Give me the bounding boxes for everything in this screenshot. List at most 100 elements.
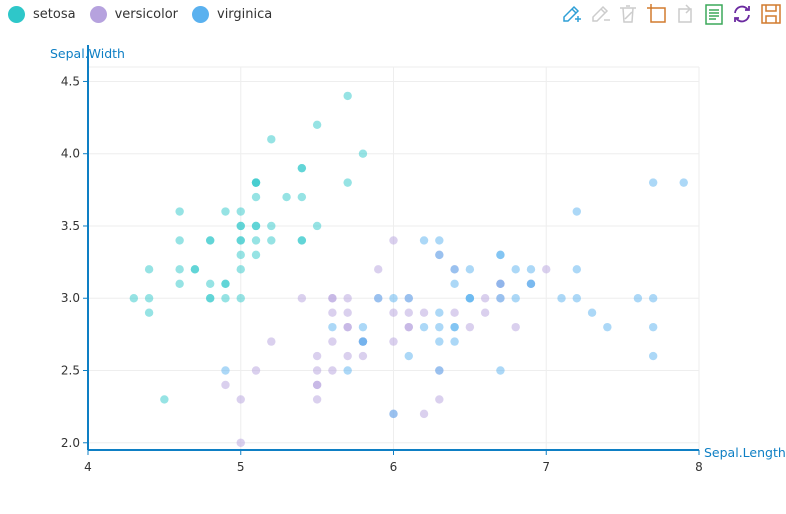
data-point-virginica	[587, 308, 597, 317]
data-point-versicolor	[236, 438, 245, 447]
data-point-virginica	[343, 366, 352, 375]
mark-button[interactable]	[560, 2, 582, 26]
x-axis-title: Sepal.Length	[704, 445, 786, 460]
data-point-virginica	[358, 337, 368, 346]
data-point-setosa	[160, 395, 169, 404]
data-point-virginica	[404, 294, 413, 303]
data-point-versicolor	[312, 380, 322, 390]
mark-clear-icon	[620, 5, 636, 23]
save-as-image-icon	[760, 4, 781, 24]
data-point-setosa	[312, 120, 322, 130]
legend-item-setosa[interactable]: setosa	[8, 5, 76, 23]
axes: 4 5 6 7 8 2.0 2.5 3.0 3.5 4.0 4.5	[61, 45, 703, 474]
data-point-versicolor	[480, 308, 490, 317]
data-point-virginica	[496, 294, 505, 303]
data-point-virginica	[450, 265, 459, 274]
data-point-versicolor	[312, 351, 322, 361]
data-point-versicolor	[404, 322, 413, 332]
data-point-virginica	[511, 294, 520, 303]
data-view-icon	[704, 4, 723, 25]
data-point-virginica	[465, 265, 475, 274]
data-point-versicolor	[511, 322, 520, 332]
data-point-setosa	[175, 265, 184, 274]
data-point-virginica	[679, 178, 688, 187]
data-point-setosa	[358, 149, 368, 158]
y-tick-label: 3.5	[61, 219, 80, 233]
legend-marker-virginica	[192, 5, 209, 23]
data-point-virginica	[572, 207, 581, 216]
y-axis-title: Sepal.Width	[50, 46, 125, 61]
data-point-virginica	[648, 178, 658, 187]
data-point-setosa	[175, 207, 184, 216]
data-point-setosa	[144, 265, 154, 274]
data-point-virginica	[648, 322, 658, 332]
x-tick-label: 6	[390, 460, 398, 474]
data-point-virginica	[419, 322, 429, 332]
data-point-virginica	[404, 351, 413, 361]
data-point-setosa	[221, 207, 230, 216]
data-point-virginica	[648, 351, 658, 361]
data-zoom-reset-button[interactable]	[674, 2, 696, 26]
y-tick-label: 4.5	[61, 74, 80, 88]
data-view-button[interactable]	[703, 2, 725, 26]
data-point-versicolor	[312, 366, 322, 375]
data-point-virginica	[450, 279, 459, 288]
data-point-virginica	[648, 294, 658, 303]
data-point-virginica	[435, 337, 444, 346]
data-zoom-button[interactable]	[646, 2, 668, 26]
data-point-setosa	[282, 192, 291, 202]
data-point-setosa	[297, 163, 307, 173]
data-point-setosa	[206, 236, 215, 245]
x-tick-label: 4	[84, 460, 92, 474]
data-point-virginica	[419, 236, 429, 245]
mark-clear-button[interactable]	[617, 2, 639, 26]
legend-item-virginica[interactable]: virginica	[192, 5, 272, 23]
data-point-setosa	[343, 178, 352, 187]
data-point-versicolor	[389, 236, 398, 245]
legend-marker-versicolor	[89, 5, 107, 23]
data-point-virginica	[633, 294, 643, 303]
data-point-setosa	[206, 294, 215, 303]
data-point-setosa	[343, 91, 352, 101]
y-tick-label: 2.5	[61, 364, 80, 378]
data-point-virginica	[435, 366, 444, 375]
data-point-versicolor	[328, 308, 337, 317]
data-point-versicolor	[435, 395, 444, 404]
data-point-setosa	[144, 308, 154, 317]
data-point-versicolor	[312, 395, 322, 404]
data-point-versicolor	[404, 308, 413, 317]
data-point-setosa	[175, 236, 184, 245]
data-point-virginica	[572, 294, 581, 303]
chart-legend: setosa versicolor virginica	[8, 4, 286, 24]
data-point-setosa	[251, 178, 261, 187]
data-point-virginica	[389, 294, 398, 303]
legend-item-versicolor[interactable]: versicolor	[89, 5, 178, 23]
data-point-setosa	[221, 294, 230, 303]
data-point-virginica	[526, 279, 536, 288]
data-point-setosa	[297, 236, 307, 245]
restore-button[interactable]	[731, 2, 753, 26]
data-point-setosa	[251, 192, 261, 202]
data-point-virginica	[572, 265, 581, 274]
data-point-virginica	[557, 294, 566, 303]
data-point-setosa	[221, 279, 230, 288]
data-point-virginica	[603, 322, 612, 332]
data-point-setosa	[129, 294, 139, 303]
data-point-versicolor	[343, 351, 352, 361]
data-point-versicolor	[328, 294, 337, 303]
data-point-virginica	[496, 366, 505, 375]
data-point-versicolor	[374, 265, 383, 274]
data-point-virginica	[511, 265, 520, 274]
data-point-versicolor	[389, 337, 398, 346]
data-point-versicolor	[251, 366, 261, 375]
data-zoom-icon	[646, 4, 666, 23]
data-point-setosa	[251, 250, 261, 260]
data-point-versicolor	[358, 351, 368, 361]
data-point-setosa	[267, 236, 276, 245]
data-point-setosa	[206, 279, 215, 288]
data-point-versicolor	[267, 337, 276, 346]
mark-undo-button[interactable]	[589, 2, 611, 26]
data-point-setosa	[267, 221, 276, 231]
save-as-image-button[interactable]	[760, 2, 782, 26]
